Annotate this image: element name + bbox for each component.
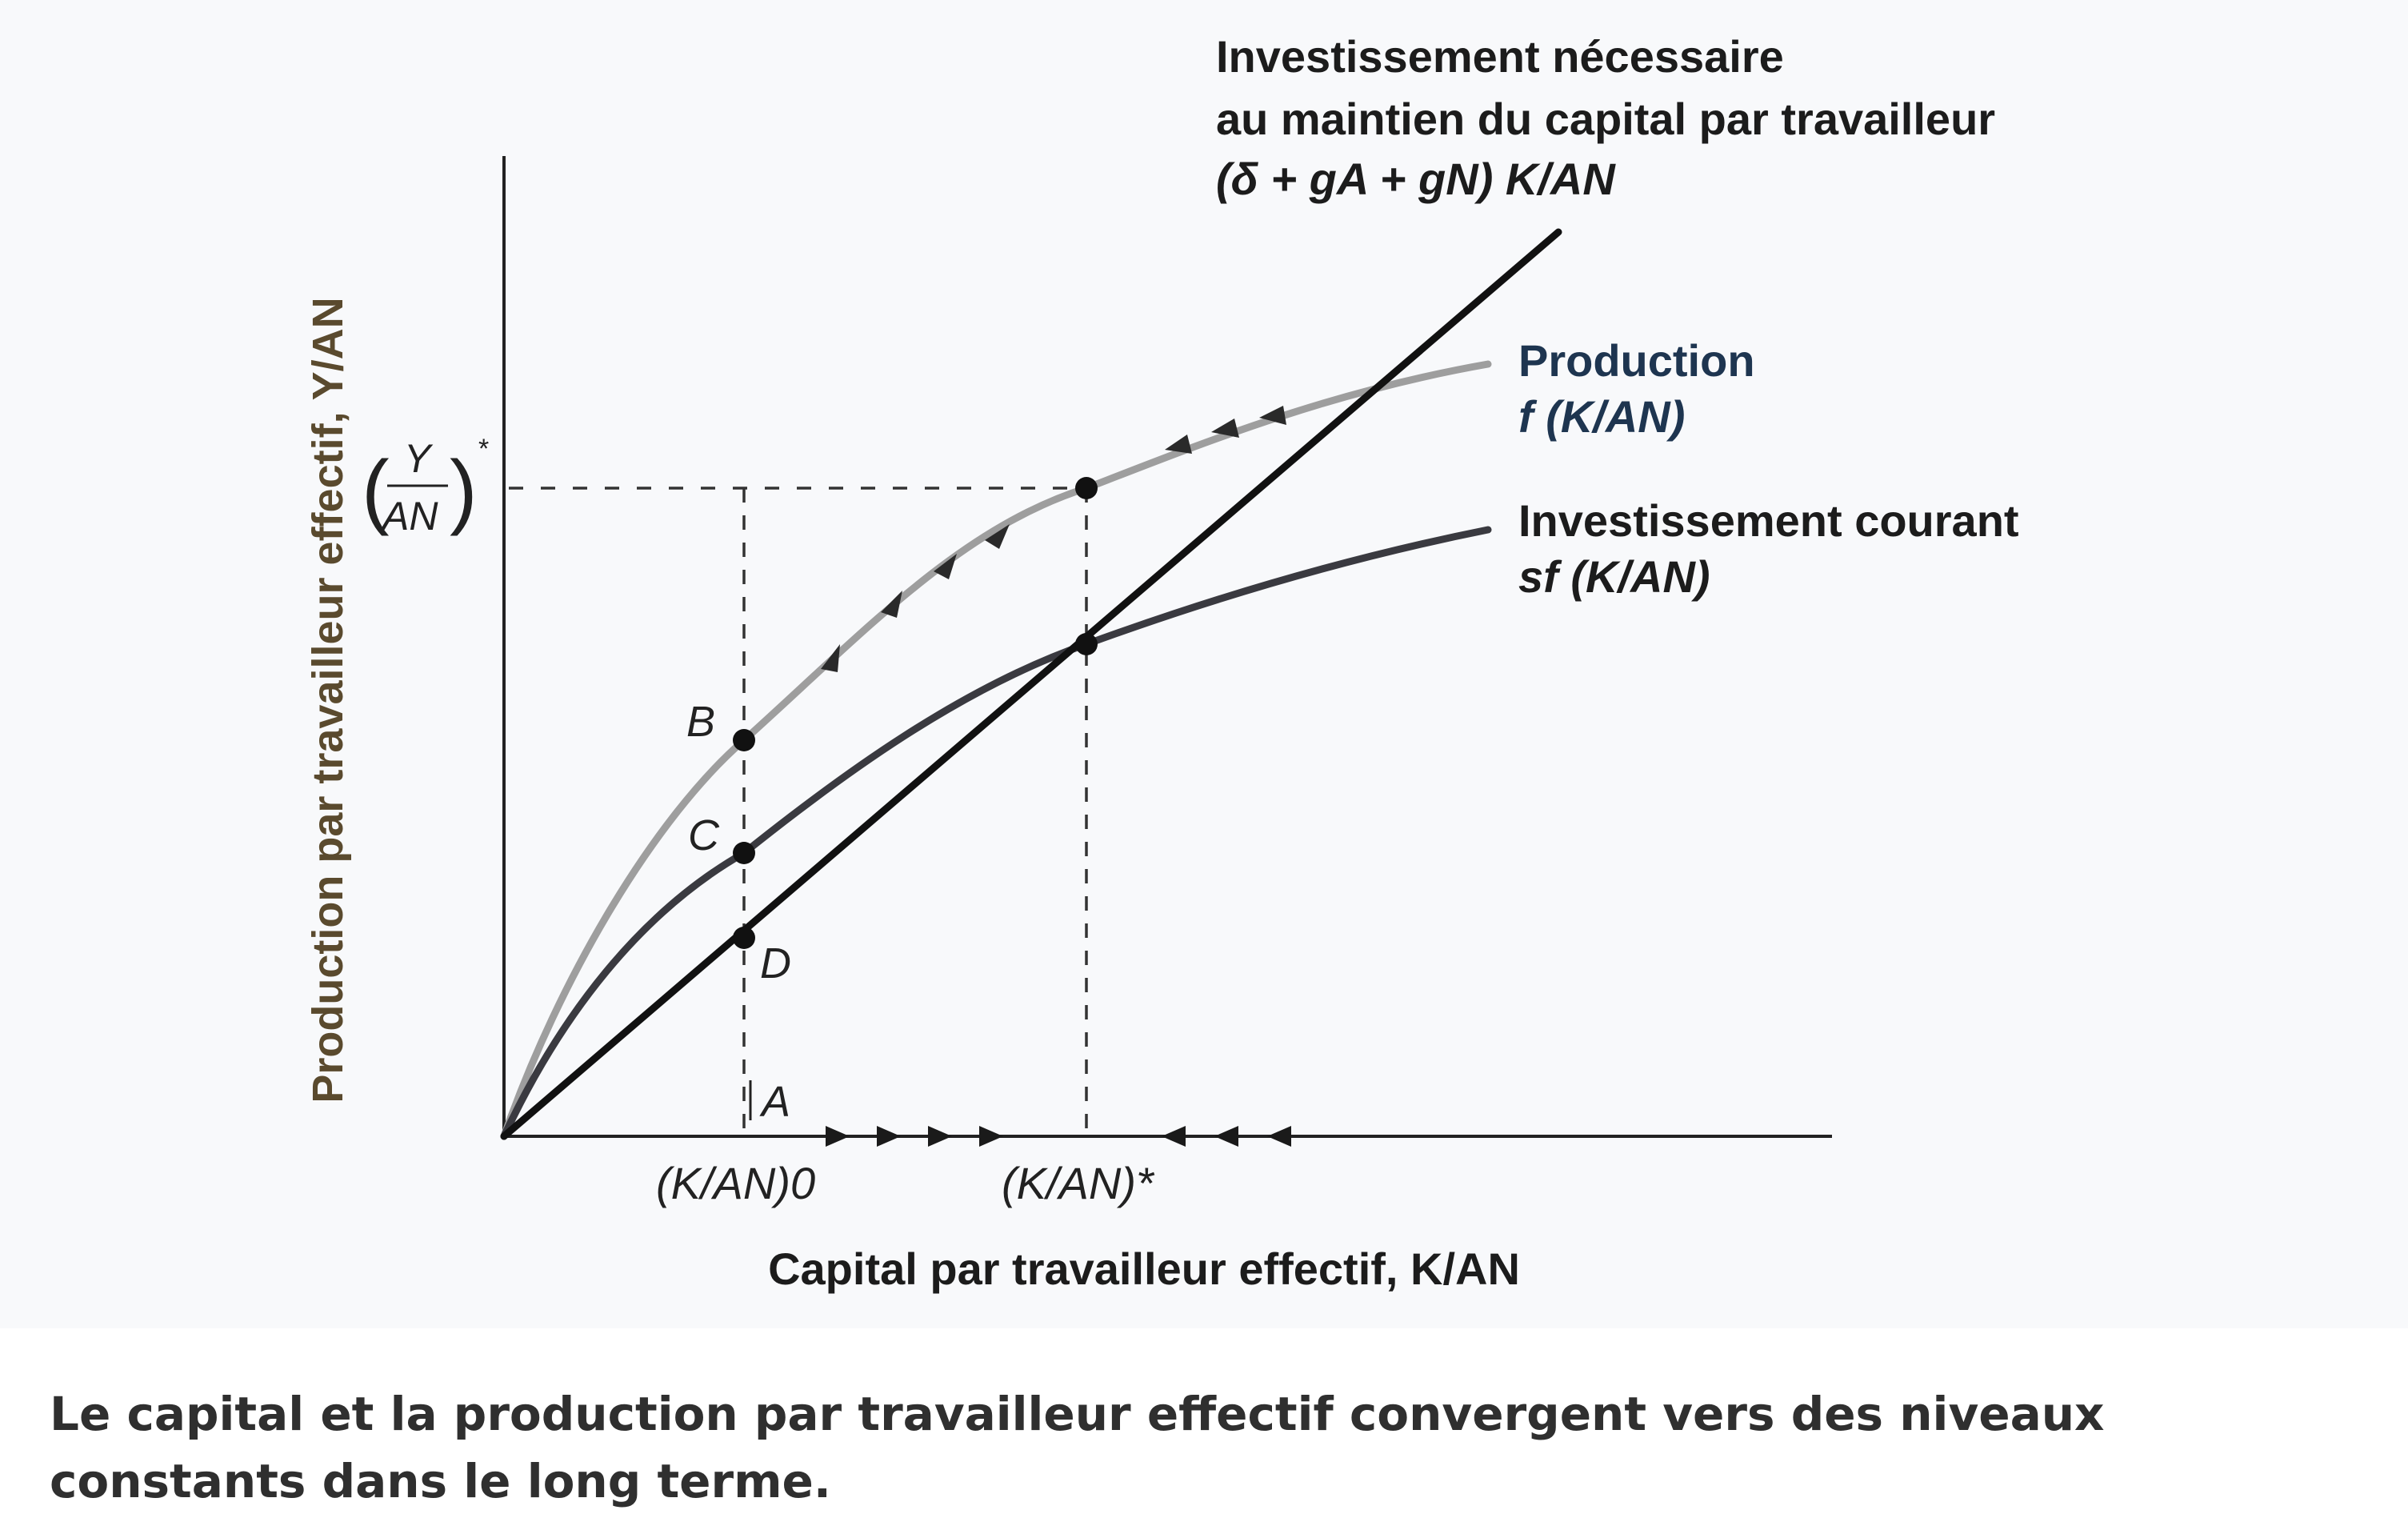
k0-tick-label: (K/AN)0: [656, 1158, 815, 1208]
y-tick-numerator: Y: [404, 436, 434, 481]
axis-arrow-r1: [826, 1126, 850, 1147]
production-curve: [500, 360, 1492, 1140]
point-B-marker: [733, 729, 755, 751]
point-C-label: C: [688, 811, 720, 859]
y-tick-paren-left: (: [362, 444, 390, 537]
point-B-label: B: [686, 698, 715, 746]
arrow-back-3: [1259, 406, 1286, 425]
point-D-label: D: [760, 939, 791, 987]
axis-arrow-l2: [1214, 1126, 1238, 1147]
required-investment-formula: (δ + gA + gN) K/AN: [1216, 154, 1616, 204]
point-D-marker: [733, 927, 755, 949]
y-star-tick-label: ( Y AN ) *: [362, 434, 489, 539]
axis-arrows-left: [1162, 1126, 1291, 1147]
kstar-tick-label: (K/AN)*: [1002, 1158, 1155, 1208]
figure-caption: Le capital et la production par travaill…: [50, 1387, 2105, 1508]
y-tick-star: *: [478, 434, 489, 464]
axis-arrow-r4: [979, 1126, 1003, 1147]
axis-arrow-l1: [1162, 1126, 1186, 1147]
x-axis-label: Capital par travailleur effectif, K/AN: [768, 1244, 1520, 1294]
arrow-back-2: [1211, 419, 1239, 438]
k0-tick-text: (K/AN)0: [656, 1158, 815, 1208]
production-label: Production: [1518, 335, 1755, 386]
arrow-back-1: [1165, 435, 1192, 454]
current-investment-label: Investissement courant: [1518, 495, 2019, 546]
axis-arrow-r2: [877, 1126, 901, 1147]
production-arrows-left: [1165, 406, 1286, 454]
arrow-up-2: [881, 591, 902, 618]
axis-arrows-right: [826, 1126, 1003, 1147]
y-tick-paren-right: ): [450, 444, 478, 537]
solow-diagram: B C D A (K/AN)0 (K/AN)* ( Y AN ) * Produ…: [304, 31, 2019, 1294]
required-investment-label-line2: au maintien du capital par travailleur: [1216, 94, 1995, 144]
point-C-marker: [733, 842, 755, 864]
current-investment-formula: sf (K/AN): [1518, 551, 1710, 602]
arrow-up-1: [821, 644, 840, 672]
arrow-up-4: [985, 524, 1010, 549]
y-tick-denominator: AN: [380, 494, 438, 539]
y-axis-label: Production par travailleur effectif, Y/A…: [304, 297, 352, 1103]
axis-arrow-r3: [928, 1126, 952, 1147]
production-arrows-right: [821, 524, 1010, 672]
axis-arrow-l3: [1267, 1126, 1291, 1147]
required-investment-label-line1: Investissement nécessaire: [1216, 31, 1784, 82]
point-A-label: A: [759, 1078, 790, 1126]
arrow-up-3: [934, 554, 957, 579]
required-investment-line: [500, 228, 1562, 1140]
steady-state-output-marker: [1075, 477, 1098, 499]
steady-state-investment-marker: [1075, 633, 1098, 655]
current-investment-curve: [500, 526, 1492, 1140]
production-formula: f (K/AN): [1518, 391, 1685, 442]
figure-panel: [0, 0, 2408, 1328]
